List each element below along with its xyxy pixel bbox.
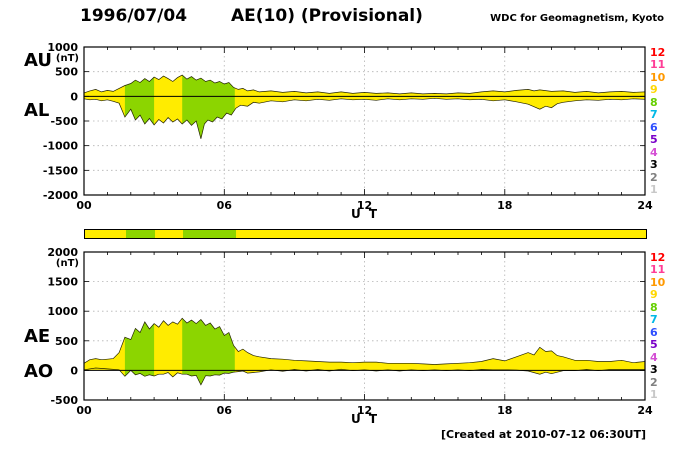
svg-text:18: 18	[497, 199, 512, 212]
svg-text:-2000: -2000	[43, 189, 79, 202]
station-count-item: 9	[650, 83, 658, 97]
svg-text:-1000: -1000	[43, 140, 79, 153]
ao-axis-label: AO	[24, 361, 54, 382]
station-count-item: 1	[650, 387, 658, 401]
station-count-item: 5	[650, 338, 658, 352]
svg-text:1000: 1000	[47, 41, 78, 54]
station-count-item: 10	[650, 70, 666, 84]
svg-text:24: 24	[637, 199, 653, 212]
svg-text:-500: -500	[50, 115, 78, 128]
svg-text:00: 00	[76, 199, 92, 212]
station-count-legend-top: 12 11 10 9 8 7 6 5 4 3 2 1	[650, 47, 668, 195]
station-count-item: 9	[650, 288, 658, 302]
station-count-item: 3	[650, 363, 658, 377]
station-count-item: 1	[650, 182, 658, 196]
svg-text:18: 18	[497, 404, 512, 417]
svg-text:00: 00	[76, 404, 92, 417]
station-count-item: 11	[650, 58, 666, 72]
svg-text:12: 12	[357, 199, 372, 212]
station-count-item: 11	[650, 263, 666, 277]
station-count-item: 2	[650, 375, 658, 389]
ut-axis-label-top: U T	[350, 207, 380, 221]
unit-label-bottom: (nT)	[55, 258, 79, 269]
svg-text:1000: 1000	[47, 305, 78, 318]
station-count-colorbar	[84, 229, 647, 239]
created-timestamp: [Created at 2010-07-12 06:30UT]	[440, 428, 646, 441]
station-count-item: 12	[650, 46, 666, 59]
credit-label: WDC for Geomagnetism, Kyoto	[490, 13, 664, 24]
station-count-legend-bottom: 12 11 10 9 8 7 6 5 4 3 2 1	[650, 252, 668, 400]
ae-axis-label: AE	[24, 326, 51, 347]
svg-text:500: 500	[55, 335, 78, 348]
svg-text:24: 24	[637, 404, 653, 417]
colorbar-segment	[125, 230, 156, 238]
svg-text:-1500: -1500	[43, 164, 79, 177]
svg-text:0: 0	[70, 90, 78, 103]
station-count-item: 4	[650, 350, 658, 364]
station-count-item: 8	[650, 300, 658, 314]
colorbar-segment	[183, 230, 236, 238]
ut-axis-label-bottom: U T	[350, 412, 380, 426]
station-count-item: 5	[650, 133, 658, 147]
svg-text:0: 0	[70, 364, 78, 377]
station-count-item: 6	[650, 120, 658, 134]
plot-date: 1996/07/04	[80, 6, 188, 26]
station-count-item: 4	[650, 145, 658, 159]
svg-text:06: 06	[217, 404, 233, 417]
al-axis-label: AL	[24, 100, 50, 121]
station-count-item: 6	[650, 325, 658, 339]
station-count-item: 10	[650, 275, 666, 289]
page-title: AE(10) (Provisional)	[231, 6, 423, 26]
station-count-item: 7	[650, 313, 658, 327]
svg-text:12: 12	[357, 404, 372, 417]
svg-text:2000: 2000	[47, 246, 78, 259]
svg-text:1500: 1500	[47, 276, 78, 289]
station-count-item: 2	[650, 170, 658, 184]
station-count-item: 7	[650, 108, 658, 122]
station-count-item: 3	[650, 158, 658, 172]
au-axis-label: AU	[24, 50, 52, 71]
unit-label-top: (nT)	[55, 53, 79, 64]
svg-text:-500: -500	[50, 394, 78, 407]
station-count-item: 12	[650, 251, 666, 264]
svg-text:06: 06	[217, 199, 233, 212]
station-count-item: 8	[650, 95, 658, 109]
svg-text:500: 500	[55, 66, 78, 79]
